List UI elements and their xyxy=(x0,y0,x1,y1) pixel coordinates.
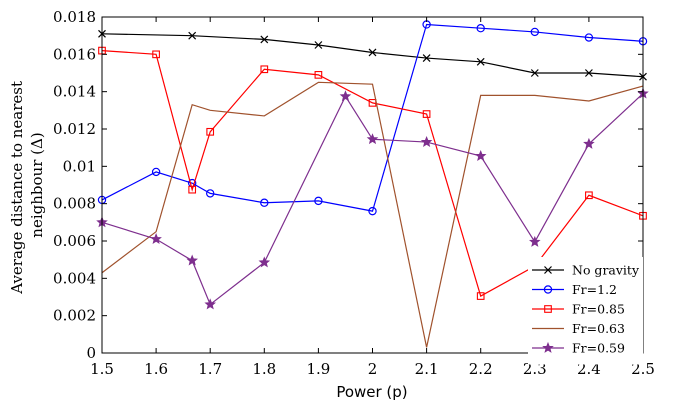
y-tick-label: 0.018 xyxy=(53,8,96,26)
data-point xyxy=(260,35,269,44)
series-4 xyxy=(101,81,644,348)
data-point xyxy=(260,65,269,74)
data-point xyxy=(476,292,485,300)
series-line xyxy=(101,81,644,348)
data-point xyxy=(584,33,594,42)
data-point xyxy=(188,185,197,194)
x-tick-label: 1.5 xyxy=(90,360,114,378)
legend-marker-stroke xyxy=(544,266,552,274)
legend: No gravity Fr=1.2 Fr=0.85 Fr=0.63 Fr=0.59 xyxy=(528,257,643,365)
x-tick-label: 1.6 xyxy=(144,360,168,378)
legend-marker xyxy=(543,285,553,294)
data-point xyxy=(152,50,160,59)
data-point xyxy=(584,69,593,77)
series-line xyxy=(101,33,644,78)
legend-marker xyxy=(544,266,552,274)
legend-item: Fr=1.2 xyxy=(532,282,617,297)
legend-marker xyxy=(544,305,552,313)
y-tick-label: 0.016 xyxy=(53,45,96,63)
x-axis-label: Power (p) xyxy=(336,383,407,401)
data-point xyxy=(188,31,197,40)
data-point xyxy=(204,298,216,310)
data-point xyxy=(206,127,215,136)
y-tick-label: 0.012 xyxy=(53,120,96,138)
data-point xyxy=(205,189,215,198)
data-point xyxy=(530,27,540,37)
y-tick-label: 0.004 xyxy=(53,269,96,287)
legend-label: Fr=0.63 xyxy=(572,321,625,336)
y-tick-label: 0 xyxy=(86,344,96,362)
y-tick-label: 0.002 xyxy=(53,307,96,325)
x-tick-label: 1.8 xyxy=(252,360,276,378)
x-tick-label: 2 xyxy=(368,360,378,378)
legend-label: No gravity xyxy=(572,263,640,278)
legend-label: Fr=0.85 xyxy=(572,302,625,317)
y-axis-label-line-2: neighbour (Δ) xyxy=(28,132,46,237)
data-point xyxy=(368,48,377,57)
legend-item: No gravity xyxy=(532,263,640,278)
data-point xyxy=(422,54,431,62)
series-line xyxy=(101,93,644,306)
series-line xyxy=(101,50,644,297)
y-axis-label: Average distance to nearest neighbour (Δ… xyxy=(8,76,46,295)
data-point-stroke xyxy=(314,41,323,49)
x-tick-label: 2.2 xyxy=(469,360,493,378)
data-point xyxy=(476,57,485,66)
data-point xyxy=(583,137,595,149)
x-tick-label: 1.9 xyxy=(306,360,330,378)
data-point xyxy=(150,233,162,245)
data-point xyxy=(314,41,323,49)
legend-item: Fr=0.85 xyxy=(532,302,625,317)
y-tick-label: 0.006 xyxy=(53,232,96,250)
y-tick-label: 0.01 xyxy=(63,157,96,175)
data-point xyxy=(314,71,323,79)
data-point xyxy=(258,256,271,268)
series-1 xyxy=(98,29,647,81)
data-point-stroke xyxy=(584,69,593,77)
y-axis-label-line-1: Average distance to nearest xyxy=(8,81,26,295)
data-point xyxy=(420,135,433,147)
data-point xyxy=(422,110,431,118)
data-point xyxy=(530,69,539,77)
legend-marker xyxy=(542,341,554,353)
x-tick-label: 2.1 xyxy=(415,360,439,378)
data-point-stroke xyxy=(188,31,197,40)
data-point xyxy=(474,149,487,161)
x-tick-label: 1.7 xyxy=(198,360,222,378)
data-point-stroke xyxy=(368,48,377,57)
data-point xyxy=(366,133,379,145)
data-point xyxy=(186,254,198,266)
data-point-stroke xyxy=(422,54,431,62)
data-point xyxy=(314,196,323,206)
legend-item: Fr=0.59 xyxy=(532,341,625,356)
y-tick-label: 0.014 xyxy=(53,83,96,101)
legend-label: Fr=1.2 xyxy=(572,282,617,297)
series-line xyxy=(101,23,644,212)
data-point-stroke xyxy=(530,69,539,77)
y-axis-ticks: 0 0.002 0.004 0.006 0.008 0.01 0.012 0.014 0.016… xyxy=(53,8,643,362)
y-tick-label: 0.008 xyxy=(53,195,96,213)
data-point xyxy=(339,90,352,102)
legend-label: Fr=0.59 xyxy=(572,341,625,356)
data-point-stroke xyxy=(476,57,485,66)
data-point xyxy=(368,206,377,216)
data-point xyxy=(476,24,485,33)
data-point xyxy=(260,198,269,207)
data-point xyxy=(585,191,593,200)
data-point xyxy=(151,167,161,177)
data-point xyxy=(529,235,541,247)
data-point-stroke xyxy=(260,35,269,44)
legend-item: Fr=0.63 xyxy=(532,321,625,336)
